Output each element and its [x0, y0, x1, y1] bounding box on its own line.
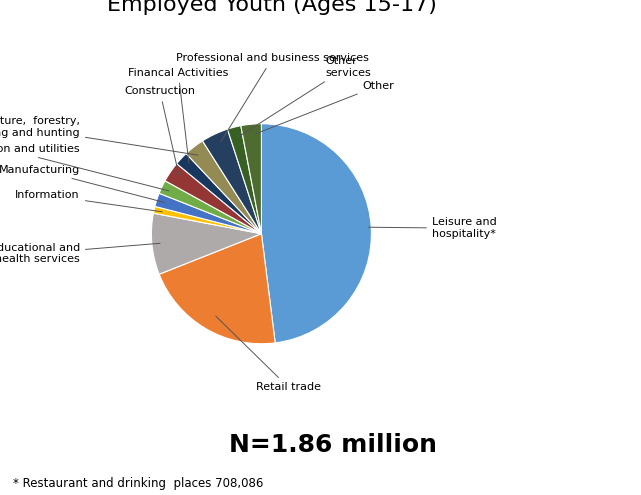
Wedge shape — [159, 181, 262, 234]
Wedge shape — [262, 124, 371, 343]
Wedge shape — [228, 126, 262, 234]
Text: Construction: Construction — [124, 86, 196, 175]
Text: Transportation and utilities: Transportation and utilities — [0, 144, 169, 191]
Wedge shape — [177, 153, 262, 234]
Text: N=1.86 million: N=1.86 million — [229, 434, 437, 457]
Text: Information: Information — [15, 190, 162, 212]
Wedge shape — [159, 234, 275, 344]
Wedge shape — [203, 129, 262, 234]
Text: Educational and
health services: Educational and health services — [0, 243, 160, 264]
Wedge shape — [155, 193, 262, 234]
Text: Professional and business services: Professional and business services — [176, 53, 369, 142]
Text: Other
services: Other services — [239, 56, 371, 136]
Text: Retail trade: Retail trade — [216, 316, 321, 392]
Wedge shape — [151, 213, 262, 274]
Text: Manufacturing: Manufacturing — [0, 165, 165, 202]
Title: Employed Youth (Ages 15-17): Employed Youth (Ages 15-17) — [108, 0, 437, 15]
Wedge shape — [165, 164, 262, 234]
Text: Agriculture,  forestry,
fishing and hunting: Agriculture, forestry, fishing and hunti… — [0, 116, 198, 155]
Text: Financal Activities: Financal Activities — [128, 67, 228, 163]
Wedge shape — [186, 141, 262, 234]
Wedge shape — [153, 206, 262, 234]
Text: Leisure and
hospitality*: Leisure and hospitality* — [369, 217, 497, 239]
Text: Other: Other — [254, 81, 394, 134]
Wedge shape — [241, 124, 262, 234]
Text: * Restaurant and drinking  places 708,086: * Restaurant and drinking places 708,086 — [13, 477, 263, 490]
